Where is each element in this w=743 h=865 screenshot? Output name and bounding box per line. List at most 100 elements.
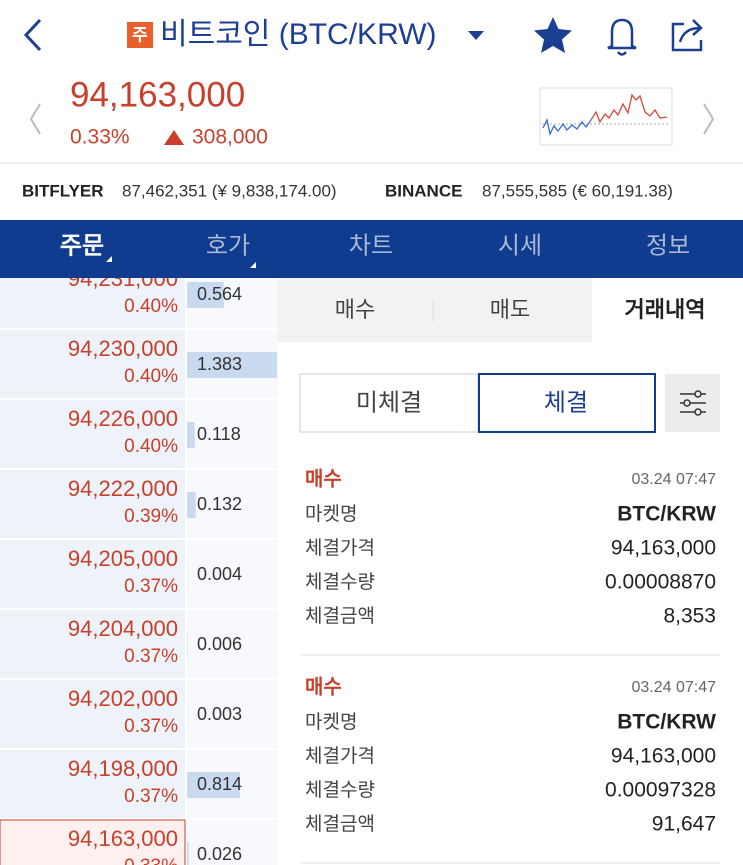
- field-value: 91,647: [652, 813, 716, 836]
- order-price: 94,226,000: [68, 406, 178, 431]
- title: 비트코인 (BTC/KRW): [160, 18, 437, 51]
- filter-tab-label[interactable]: 미체결: [356, 389, 422, 416]
- trade-time: 03.24 07:47: [631, 679, 716, 696]
- field-label: 마켓명: [305, 711, 357, 733]
- nav-tab[interactable]: 차트: [349, 232, 393, 259]
- price-cell[interactable]: [0, 610, 185, 678]
- filter-tab-label[interactable]: 체결: [544, 389, 588, 416]
- order-price: 94,204,000: [68, 616, 178, 641]
- qty-cell: [187, 400, 278, 468]
- field-value: BTC/KRW: [617, 503, 716, 526]
- order-qty: 0.814: [197, 774, 242, 794]
- field-label: 체결수량: [305, 779, 375, 801]
- price-cell[interactable]: [0, 400, 185, 468]
- change: 308,000: [192, 126, 268, 149]
- next-icon[interactable]: [703, 103, 715, 135]
- trade-side: 매수: [305, 675, 342, 698]
- order-qty: 0.026: [197, 844, 242, 864]
- filter-icon: [680, 390, 706, 416]
- up-triangle: [164, 130, 184, 145]
- filter-tab-active[interactable]: [478, 373, 656, 433]
- exchange-name: BINANCE: [385, 181, 462, 200]
- exchange-value: 87,555,585 (€ 60,191.38): [482, 181, 673, 200]
- dropdown-icon[interactable]: [468, 31, 484, 40]
- star-icon[interactable]: [534, 17, 572, 53]
- sparkline-blue: [542, 118, 592, 136]
- order-tab-active: [592, 278, 743, 342]
- qty-bar: [187, 282, 224, 308]
- order-qty: 0.006: [197, 634, 242, 654]
- field-label: 체결가격: [305, 745, 375, 767]
- orderbook: 94,231,000 0.40% 0.564 94,230,000 0.40% 1.383…: [0, 260, 278, 865]
- price-cell[interactable]: [0, 680, 185, 748]
- price-cell[interactable]: [0, 750, 185, 818]
- trade-time: 03.24 07:47: [631, 471, 716, 488]
- tab-indicator: [250, 262, 256, 268]
- current-price: 94,163,000: [70, 75, 245, 114]
- field-value: 0.00008870: [605, 571, 716, 594]
- sparkline-box: [539, 87, 673, 146]
- qty-bar: [187, 842, 189, 865]
- qty-cell: [187, 540, 278, 608]
- qty-cell: [187, 610, 278, 678]
- order-price: 94,198,000: [68, 756, 178, 781]
- badge-bg: [127, 22, 153, 48]
- field-label: 체결금액: [305, 605, 375, 627]
- order-price: 94,163,000: [68, 826, 178, 851]
- field-label: 체결수량: [305, 571, 375, 593]
- order-rate: 0.40%: [124, 366, 178, 387]
- qty-bar: [187, 772, 240, 798]
- qty-bar: [187, 352, 277, 378]
- trade-side: 매수: [305, 467, 342, 490]
- field-label: 마켓명: [305, 503, 357, 525]
- order-rate: 0.40%: [124, 436, 178, 457]
- order-rate: 0.39%: [124, 506, 178, 527]
- order-rate: 0.40%: [124, 296, 178, 317]
- order-tab[interactable]: 매도: [490, 297, 530, 322]
- order-tab[interactable]: 매수: [335, 297, 375, 322]
- nav-tab[interactable]: 시세: [498, 232, 542, 259]
- qty-cell: [187, 820, 278, 865]
- order-qty: 0.004: [197, 564, 242, 584]
- order-price: 94,222,000: [68, 476, 178, 501]
- order-price: 94,202,000: [68, 686, 178, 711]
- tab-bar: [0, 220, 743, 278]
- order-qty: 0.132: [197, 494, 242, 514]
- price-cell[interactable]: [0, 819, 186, 865]
- qty-cell: [187, 470, 278, 538]
- qty-bar: [187, 422, 195, 448]
- order-qty: 0.003: [197, 704, 242, 724]
- order-qty: 1.383: [197, 354, 242, 374]
- prev-icon[interactable]: [29, 103, 41, 135]
- order-price: 94,231,000: [68, 266, 178, 291]
- price-cell[interactable]: [0, 540, 185, 608]
- exchange-name: BITFLYER: [22, 181, 104, 200]
- field-value: BTC/KRW: [617, 711, 716, 734]
- nav-tab[interactable]: 정보: [646, 232, 690, 259]
- badge: 주: [132, 25, 148, 44]
- order-rate: 0.37%: [124, 716, 178, 737]
- order-rate: 0.37%: [124, 646, 178, 667]
- exchange-value: 87,462,351 (¥ 9,838,174.00): [122, 181, 337, 200]
- qty-cell: [187, 680, 278, 748]
- bell-icon[interactable]: [607, 18, 637, 56]
- back-icon[interactable]: [23, 18, 42, 52]
- share-icon[interactable]: [671, 19, 703, 52]
- price-cell[interactable]: [0, 260, 185, 328]
- order-price: 94,205,000: [68, 546, 178, 571]
- order-rate: 0.33%: [124, 856, 178, 865]
- nav-tab[interactable]: 호가: [206, 232, 250, 259]
- order-tab[interactable]: 거래내역: [625, 297, 706, 322]
- field-value: 0.00097328: [605, 779, 716, 802]
- price-cell[interactable]: [0, 470, 185, 538]
- sparkline-red: [590, 93, 668, 124]
- qty-bar: [187, 492, 196, 518]
- field-label: 체결금액: [305, 813, 375, 835]
- order-rate: 0.37%: [124, 786, 178, 807]
- field-value: 94,163,000: [611, 537, 716, 560]
- field-value: 94,163,000: [611, 745, 716, 768]
- price-cell[interactable]: [0, 330, 185, 398]
- nav-tab[interactable]: 주문: [60, 232, 104, 259]
